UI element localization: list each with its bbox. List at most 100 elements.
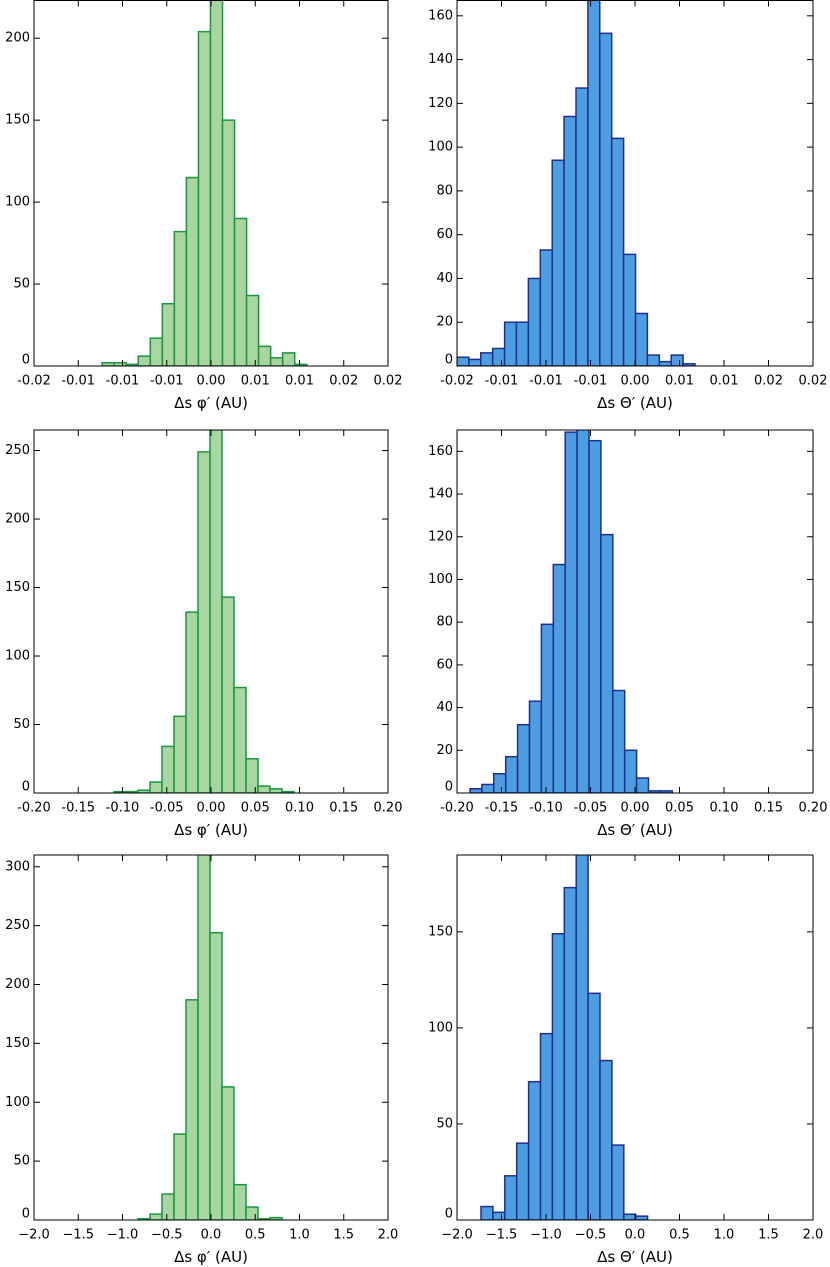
panel: −2.0 −1.5 −1.0 −0.5 0.0 0.5 1.0 1.5 2.0 0 50 100 150… bbox=[428, 854, 824, 1266]
bar bbox=[634, 1215, 649, 1220]
x-tick-label: -0.02 bbox=[17, 374, 51, 389]
bar bbox=[245, 758, 259, 793]
y-tick-label: 150 bbox=[5, 580, 30, 595]
bar bbox=[269, 788, 283, 793]
y-tick-label: 50 bbox=[13, 277, 30, 292]
bar bbox=[527, 277, 542, 366]
x-tick-label: 0.02 bbox=[754, 374, 783, 389]
bar bbox=[197, 451, 211, 793]
y-tick-label: 100 bbox=[5, 195, 30, 210]
x-tick-label: 0.05 bbox=[665, 801, 694, 816]
x-tick-label: -0.10 bbox=[106, 801, 140, 816]
bar bbox=[611, 1144, 625, 1220]
bar bbox=[504, 1175, 518, 1220]
y-tick-label: 100 bbox=[428, 140, 453, 155]
bar bbox=[257, 345, 272, 366]
y-tick-label: 50 bbox=[436, 1116, 453, 1131]
y-tick-label: 150 bbox=[5, 113, 30, 128]
y-tick-label: 150 bbox=[428, 924, 453, 939]
y-tick-label: 0 bbox=[22, 780, 30, 795]
x-tick-label: 1.5 bbox=[758, 1228, 779, 1243]
x-tick-label: 2.0 bbox=[803, 1228, 824, 1243]
x-tick-label: 0.01 bbox=[285, 374, 314, 389]
x-tick-label: −0.5 bbox=[151, 1228, 183, 1243]
bar bbox=[221, 119, 236, 366]
x-tick-label: 1.5 bbox=[333, 1228, 354, 1243]
x-tick-label: 0.00 bbox=[197, 801, 226, 816]
x-tick-label: -0.05 bbox=[150, 801, 184, 816]
x-tick-label: 0.00 bbox=[197, 374, 226, 389]
x-axis-label: Δs φ′ (AU) bbox=[174, 394, 248, 412]
bar bbox=[504, 755, 519, 793]
x-tick-label: 0.15 bbox=[754, 801, 783, 816]
y-tick-label: 40 bbox=[436, 271, 453, 286]
bar bbox=[610, 137, 625, 366]
bar bbox=[149, 337, 164, 366]
bar bbox=[149, 781, 163, 793]
y-tick-label: 120 bbox=[428, 96, 453, 111]
y-tick-label: 20 bbox=[436, 315, 453, 330]
x-tick-label: 0.10 bbox=[285, 801, 314, 816]
x-tick-label: -0.01 bbox=[574, 374, 608, 389]
bar bbox=[245, 1206, 259, 1220]
x-tick-label: -0.15 bbox=[485, 801, 519, 816]
y-tick-label: 200 bbox=[5, 512, 30, 527]
x-tick-label: 0.02 bbox=[329, 374, 358, 389]
y-tick-label: 0 bbox=[22, 1207, 30, 1222]
x-tick-label: 0.01 bbox=[665, 374, 694, 389]
bar bbox=[457, 356, 470, 366]
bar bbox=[161, 302, 176, 366]
y-tick-label: 60 bbox=[436, 227, 453, 242]
bar bbox=[587, 992, 601, 1220]
bar bbox=[233, 686, 247, 793]
y-tick-label: 0 bbox=[445, 1207, 453, 1222]
bar bbox=[209, 430, 223, 793]
panel: -0.20 -0.15 -0.10 -0.05 0.00 0.05 0.10 0.15 0.20… bbox=[5, 429, 402, 839]
y-tick-label: 150 bbox=[5, 1036, 30, 1051]
bar bbox=[575, 87, 589, 366]
bar bbox=[563, 886, 577, 1220]
bar bbox=[209, 0, 224, 366]
bar bbox=[551, 933, 566, 1220]
bar bbox=[221, 596, 235, 793]
bars bbox=[113, 430, 295, 793]
bar bbox=[137, 355, 152, 366]
x-axis-label: Δs Θ′ (AU) bbox=[597, 1248, 673, 1266]
bar bbox=[575, 855, 589, 1220]
y-tick-label: 50 bbox=[13, 717, 30, 732]
bar bbox=[221, 1086, 235, 1220]
x-tick-label: −2.0 bbox=[18, 1228, 50, 1243]
x-tick-label: -0.20 bbox=[440, 801, 474, 816]
bar bbox=[269, 357, 284, 366]
y-tick-label: 200 bbox=[5, 977, 30, 992]
y-tick-label: 0 bbox=[445, 780, 453, 795]
x-tick-label: -0.02 bbox=[440, 374, 474, 389]
bar bbox=[539, 1032, 554, 1220]
x-tick-label: 0.00 bbox=[621, 801, 650, 816]
x-tick-label: -0.05 bbox=[574, 801, 608, 816]
y-tick-label: 140 bbox=[428, 487, 453, 502]
x-tick-label: -0.01 bbox=[61, 374, 95, 389]
bars bbox=[480, 855, 649, 1220]
bar bbox=[503, 321, 518, 366]
y-tick-label: 250 bbox=[5, 918, 30, 933]
x-tick-label: -0.15 bbox=[61, 801, 95, 816]
bar bbox=[493, 773, 507, 793]
bar bbox=[515, 321, 530, 366]
x-tick-label: −1.5 bbox=[62, 1228, 94, 1243]
panel: -0.02 -0.01 -0.01 -0.01 0.00 0.01 0.01 0.02 0.02… bbox=[428, 0, 827, 412]
x-tick-label: 0.15 bbox=[329, 801, 358, 816]
bar bbox=[233, 217, 248, 366]
plot-frame bbox=[456, 854, 814, 1221]
x-tick-label: 0.5 bbox=[245, 1228, 266, 1243]
bar bbox=[468, 358, 482, 366]
x-tick-label: -0.01 bbox=[485, 374, 519, 389]
bar bbox=[492, 1211, 506, 1220]
bar bbox=[634, 312, 649, 366]
bar bbox=[552, 563, 566, 793]
x-tick-label: -0.01 bbox=[150, 374, 184, 389]
x-tick-label: -0.20 bbox=[17, 801, 51, 816]
x-tick-label: 0.10 bbox=[710, 801, 739, 816]
bar bbox=[658, 360, 672, 366]
